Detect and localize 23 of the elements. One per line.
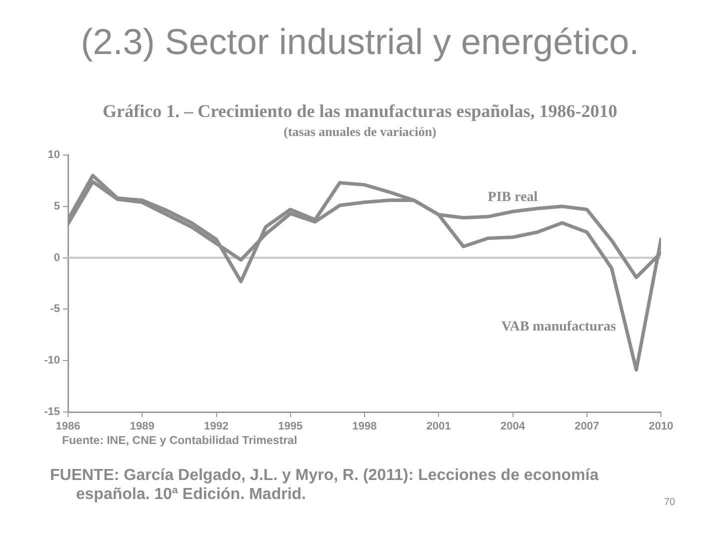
y-tick-label: -10	[44, 354, 60, 367]
y-tick-label: 5	[54, 200, 60, 212]
x-tick-label: 1995	[278, 420, 303, 433]
x-tick-label: 1992	[204, 420, 228, 433]
x-tick-label: 1989	[130, 420, 154, 433]
x-tick-label: 2007	[574, 420, 600, 433]
y-tick-label: 10	[48, 149, 60, 162]
series-label: VAB manufacturas	[501, 320, 616, 335]
x-tick-label: 2004	[500, 420, 526, 433]
x-tick-label: 1986	[56, 420, 80, 433]
source-note: Fuente: INE, CNE y Contabilidad Trimestral	[62, 435, 298, 447]
y-tick-label: -15	[44, 406, 60, 418]
chart-subtitle: Gráfico 1. – Crecimiento de las manufacturas españolas, 1986-2010	[102, 101, 618, 122]
text: 70	[664, 497, 676, 508]
x-tick-label: 2001	[426, 420, 451, 433]
x-tick-label: 2010	[648, 420, 674, 433]
y-tick-label: -5	[50, 303, 60, 316]
chart-title: (2.3) Sector industrial y energético.	[80, 21, 640, 63]
source-note: FUENTE: García Delgado, J.L. y Myro, R. (2011): Lecciones de economía española. 10ª Edición. Madrid.	[50, 467, 599, 503]
x-tick-label: 1998	[352, 420, 377, 433]
text: (tasas anuales de variación)	[282, 124, 438, 140]
series-label: PIB real	[488, 190, 538, 206]
y-tick-label: 0	[54, 252, 60, 264]
